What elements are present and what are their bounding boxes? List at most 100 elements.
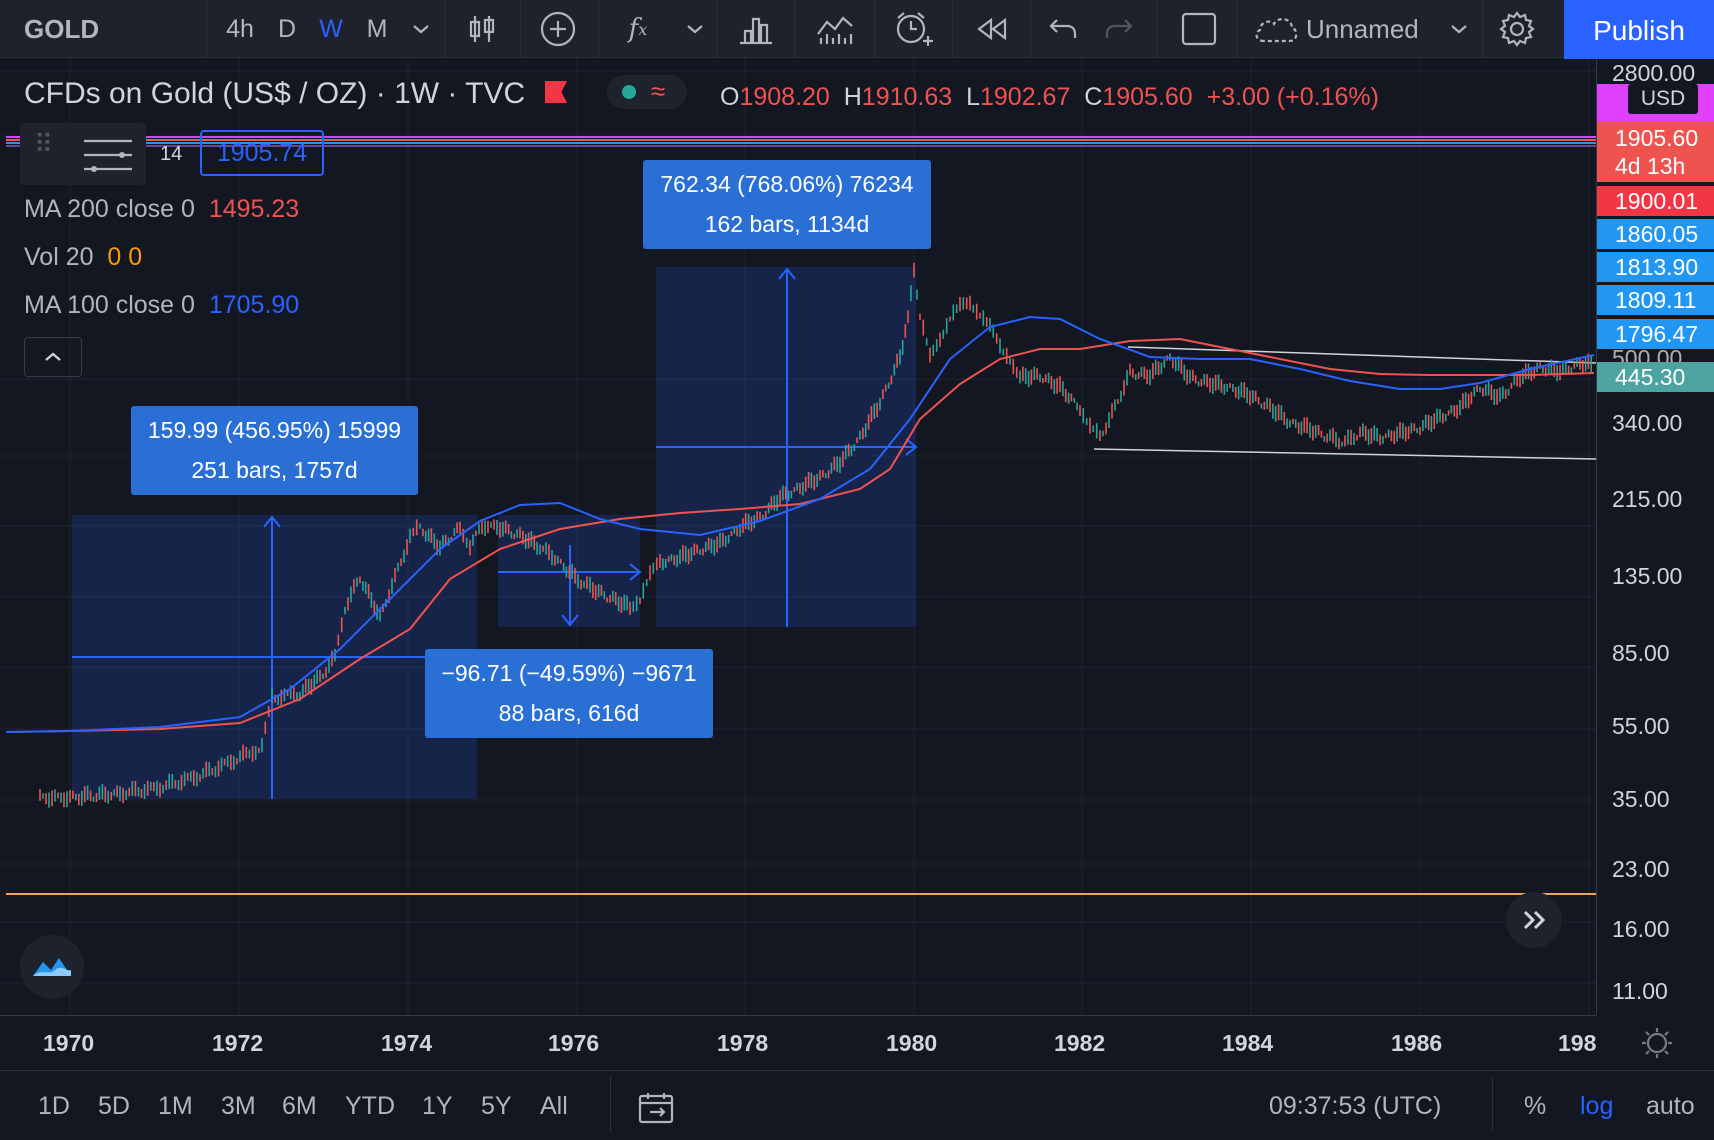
chart-title[interactable]: CFDs on Gold (US$ / OZ) · 1W · TVC (24, 77, 526, 110)
publish-button[interactable]: Publish (1564, 0, 1714, 62)
collapse-legend-button[interactable] (24, 337, 82, 377)
price-tag: 1860.05 (1597, 219, 1714, 249)
log-toggle[interactable]: log (1580, 1092, 1614, 1120)
toolbar-divider (1156, 0, 1157, 58)
currency-label[interactable]: USD (1628, 84, 1698, 114)
price-input[interactable]: 1905.74 (200, 130, 324, 176)
bar-chart-icon[interactable] (732, 0, 780, 58)
time-axis-label: 1972 (212, 1030, 264, 1056)
toolbar-divider (794, 0, 795, 58)
flag-icon[interactable] (545, 81, 567, 103)
chevron-up-icon (45, 352, 61, 361)
templates-icon[interactable] (810, 0, 860, 58)
measure-tooltip-line: 251 bars, 1757d (191, 457, 358, 483)
drawing-toolbar-widget[interactable]: ⠿ (20, 123, 146, 185)
price-axis-label: 135.00 (1612, 563, 1683, 589)
range-1y[interactable]: 1Y (422, 1092, 453, 1120)
chart-pane[interactable]: CFDs on Gold (US$ / OZ) · 1W · TVC ≈ O19… (0, 59, 1597, 1015)
timeframe-w[interactable]: W (319, 14, 343, 43)
measure-tooltip-line: 762.34 (768.06%) 76234 (660, 171, 914, 197)
measure-arrow-2b (629, 563, 642, 581)
logo-icon (33, 958, 71, 976)
chart-settings-icon[interactable] (1640, 1026, 1674, 1065)
toolbar-divider (206, 0, 207, 58)
measure-tooltip-2[interactable]: −96.71 (−49.59%) −9671 88 bars, 616d (425, 649, 713, 738)
range-all[interactable]: All (540, 1092, 568, 1120)
time-axis-label: 1978 (717, 1030, 769, 1056)
auto-toggle[interactable]: auto (1646, 1092, 1695, 1120)
alarm-clock-icon[interactable] (888, 0, 938, 58)
range-5d[interactable]: 5D (98, 1092, 130, 1120)
measure-tooltip-line: −96.71 (−49.59%) −9671 (441, 660, 697, 686)
goto-date-icon[interactable] (638, 1092, 676, 1129)
range-3m[interactable]: 3M (221, 1092, 256, 1120)
toolbar-divider (1482, 0, 1483, 58)
market-status[interactable]: ≈ (607, 75, 687, 109)
ohlc-values: O1908.20 H1910.63 L1902.67 C1905.60 +3.0… (720, 83, 1379, 111)
toolbar-divider (874, 0, 875, 58)
undo-icon[interactable] (1040, 0, 1086, 58)
price-axis[interactable] (1596, 59, 1714, 1015)
price-axis-label: 11.00 (1612, 978, 1668, 1004)
price-axis-label: 16.00 (1612, 916, 1670, 942)
layout-name[interactable]: Unnamed (1306, 13, 1419, 44)
redo-icon[interactable] (1096, 0, 1142, 58)
volume-legend[interactable]: Vol 20 0 0 (24, 243, 143, 271)
measure-tooltip-line: 88 bars, 616d (498, 700, 640, 726)
measure-tooltip-1[interactable]: 159.99 (456.95%) 15999 251 bars, 1757d (131, 406, 418, 495)
scroll-to-realtime-button[interactable] (1506, 892, 1562, 948)
clock[interactable]: 09:37:53 (UTC) (1269, 1092, 1442, 1120)
chevron-down-icon[interactable] (404, 0, 438, 58)
price-tag: 1813.90 (1597, 252, 1714, 282)
add-indicator-icon[interactable] (534, 0, 582, 58)
range-ytd[interactable]: YTD (345, 1092, 395, 1120)
timeframe-4h[interactable]: 4h (226, 14, 254, 43)
gear-icon[interactable] (1492, 0, 1542, 58)
time-axis[interactable]: 1970 1972 1974 1976 1978 1980 1982 1984 … (0, 1015, 1596, 1070)
ma100-legend[interactable]: MA 100 close 0 1705.90 (24, 291, 300, 319)
price-axis-label: 2800.00 (1612, 60, 1696, 86)
measure-tooltip-3[interactable]: 762.34 (768.06%) 76234 162 bars, 1134d (643, 160, 931, 249)
range-1m[interactable]: 1M (158, 1092, 193, 1120)
tradingview-logo[interactable] (20, 935, 84, 999)
ma100-line[interactable] (5, 315, 1595, 733)
channel-lower-line[interactable] (1093, 448, 1597, 460)
range-5y[interactable]: 5Y (481, 1092, 512, 1120)
measure-arrow-2 (561, 614, 579, 627)
toolbar-divider (952, 0, 953, 58)
time-axis-label: 198 (1558, 1030, 1597, 1056)
price-axis-label: 23.00 (1612, 856, 1670, 882)
time-axis-label: 1970 (43, 1030, 95, 1056)
price-tag: 1809.11 (1597, 285, 1714, 315)
status-dot-icon (622, 85, 636, 99)
timeframe-m[interactable]: M (366, 14, 388, 43)
ma200-legend[interactable]: MA 200 close 0 1495.23 (24, 195, 300, 223)
price-chart[interactable] (0, 59, 1597, 1015)
chevron-down-icon[interactable] (678, 0, 712, 58)
drag-handle-icon[interactable]: ⠿ (34, 129, 54, 159)
range-1d[interactable]: 1D (38, 1092, 70, 1120)
cloud-icon (1250, 0, 1302, 58)
timeframe-d[interactable]: D (277, 14, 297, 43)
replay-icon[interactable] (966, 0, 1016, 58)
range-6m[interactable]: 6M (282, 1092, 317, 1120)
channel-upper-line[interactable] (1127, 346, 1597, 364)
settings-lines-icon[interactable] (82, 135, 134, 175)
delayed-icon: ≈ (651, 76, 666, 106)
measure-arrow-3 (778, 267, 796, 280)
fullscreen-icon[interactable] (1176, 0, 1222, 58)
time-axis-label: 1982 (1054, 1030, 1106, 1056)
percent-toggle[interactable]: % (1524, 1092, 1547, 1120)
symbol-search[interactable]: GOLD (24, 13, 100, 44)
price-axis-label: 85.00 (1612, 640, 1670, 666)
price-tag: 1900.01 (1597, 186, 1714, 216)
double-chevron-right-icon (1523, 910, 1546, 930)
time-axis-label: 1974 (381, 1030, 433, 1056)
chevron-down-icon[interactable] (1442, 0, 1476, 58)
candles-icon[interactable] (458, 0, 506, 58)
bottom-toolbar (0, 1070, 1714, 1140)
ma200-line[interactable] (5, 337, 1595, 733)
toolbar-divider (520, 0, 521, 58)
